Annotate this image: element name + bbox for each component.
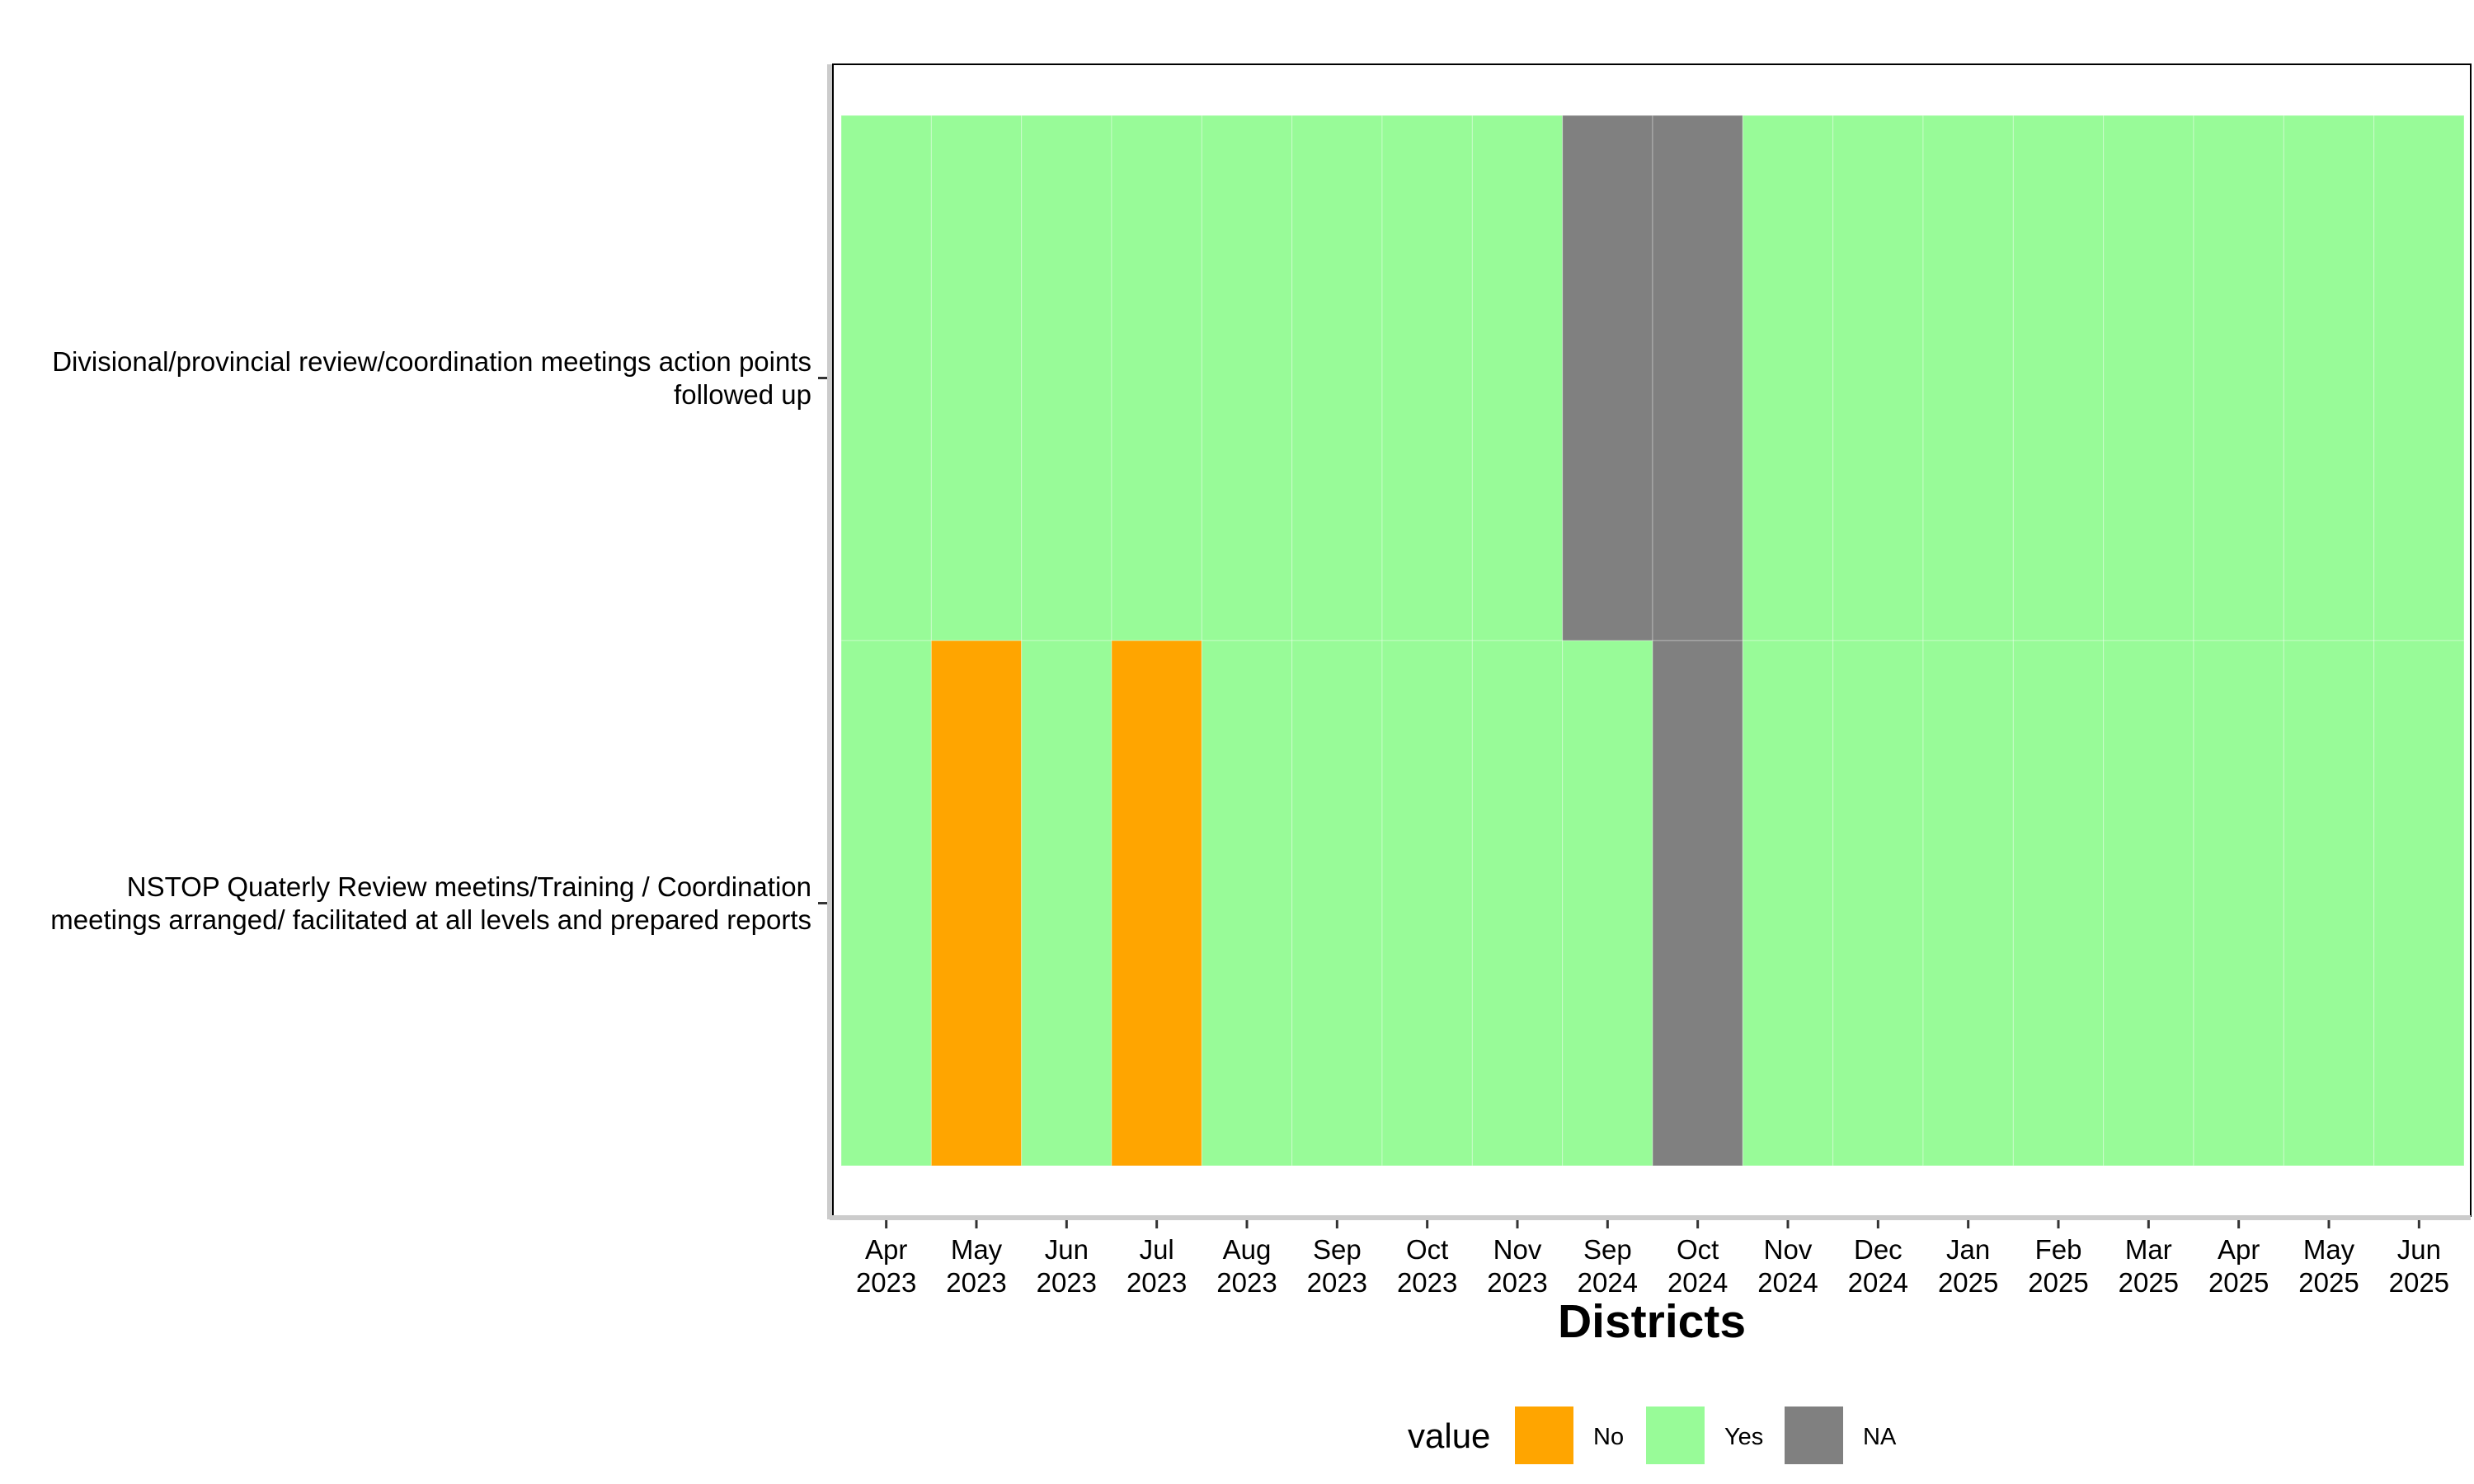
- heatmap-cell: [1832, 115, 1924, 641]
- x-tick-label: Dec 2024: [1848, 1234, 1908, 1298]
- x-tick-label: Nov 2023: [1487, 1234, 1547, 1298]
- x-tick-label: Mar 2025: [2119, 1234, 2179, 1298]
- legend-key: [1785, 1407, 1843, 1464]
- x-tick-label: Feb 2025: [2028, 1234, 2088, 1298]
- heatmap-cell: [1922, 115, 2014, 641]
- heatmap-cell: [2103, 640, 2194, 1167]
- x-tick-label: Aug 2023: [1216, 1234, 1277, 1298]
- x-tick-label: May 2025: [2298, 1234, 2359, 1298]
- y-tick-label: NSTOP Quaterly Review meetins/Training /…: [50, 871, 811, 935]
- x-tick-label: Sep 2024: [1578, 1234, 1638, 1298]
- x-tick-label: Oct 2024: [1667, 1234, 1728, 1298]
- x-tick-label: Sep 2023: [1307, 1234, 1367, 1298]
- heatmap-cell: [2373, 640, 2465, 1167]
- x-tick-label: Jul 2023: [1126, 1234, 1187, 1298]
- legend-label: Yes: [1724, 1424, 1763, 1450]
- heatmap-cell: [2193, 640, 2284, 1167]
- legend-label: No: [1593, 1424, 1624, 1450]
- heatmap-cell: [1562, 115, 1653, 641]
- heatmap-cell: [1471, 115, 1564, 641]
- x-axis-title: Districts: [1558, 1295, 1746, 1348]
- heatmap-cell: [1471, 640, 1564, 1167]
- x-tick-label: Apr 2025: [2208, 1234, 2269, 1298]
- heatmap-cell: [1742, 640, 1834, 1167]
- heatmap-cell: [840, 640, 932, 1167]
- legend-key: [1646, 1407, 1705, 1464]
- heatmap-cell: [2373, 115, 2465, 641]
- x-tick-label: Apr 2023: [856, 1234, 916, 1298]
- heatmap-cell: [840, 115, 932, 641]
- heatmap-cell: [1111, 115, 1202, 641]
- heatmap-cell: [1291, 640, 1383, 1167]
- heatmap-cell: [1291, 115, 1383, 641]
- heatmap-cell: [2103, 115, 2194, 641]
- heatmap-cell: [1111, 640, 1202, 1167]
- heatmap-cell: [2012, 115, 2105, 641]
- heatmap-cell: [930, 640, 1023, 1167]
- heatmap-cell: [1922, 640, 2014, 1167]
- x-tick-label: Nov 2024: [1757, 1234, 1818, 1298]
- legend-label: NA: [1863, 1424, 1897, 1450]
- heatmap-cell: [1652, 640, 1743, 1167]
- y-tick-label: Divisional/provincial review/coordinatio…: [52, 345, 811, 410]
- legend-key: [1515, 1407, 1573, 1464]
- heatmap-cell: [1381, 640, 1473, 1167]
- x-tick-label: May 2023: [946, 1234, 1006, 1298]
- heatmap-cell: [1832, 640, 1924, 1167]
- heatmap-cell: [2012, 640, 2105, 1167]
- heatmap-cell: [2283, 640, 2375, 1167]
- heatmap-cell: [1562, 640, 1653, 1167]
- heatmap-cell: [2193, 115, 2284, 641]
- legend-title: value: [1408, 1416, 1490, 1455]
- heatmap-cell: [1021, 640, 1112, 1167]
- x-tick-label: Jan 2025: [1938, 1234, 1998, 1298]
- heatmap-cell: [2283, 115, 2375, 641]
- heatmap-cell: [1742, 115, 1834, 641]
- heatmap-cell: [1381, 115, 1473, 641]
- x-tick-label: Jun 2023: [1037, 1234, 1097, 1298]
- x-tick-label: Oct 2023: [1397, 1234, 1457, 1298]
- heatmap-cell: [1201, 115, 1293, 641]
- x-tick-label: Jun 2025: [2389, 1234, 2449, 1298]
- heatmap-cell: [1652, 115, 1743, 641]
- heatmap-cell: [1021, 115, 1112, 641]
- heatmap-cell: [930, 115, 1023, 641]
- heatmap-cell: [1201, 640, 1293, 1167]
